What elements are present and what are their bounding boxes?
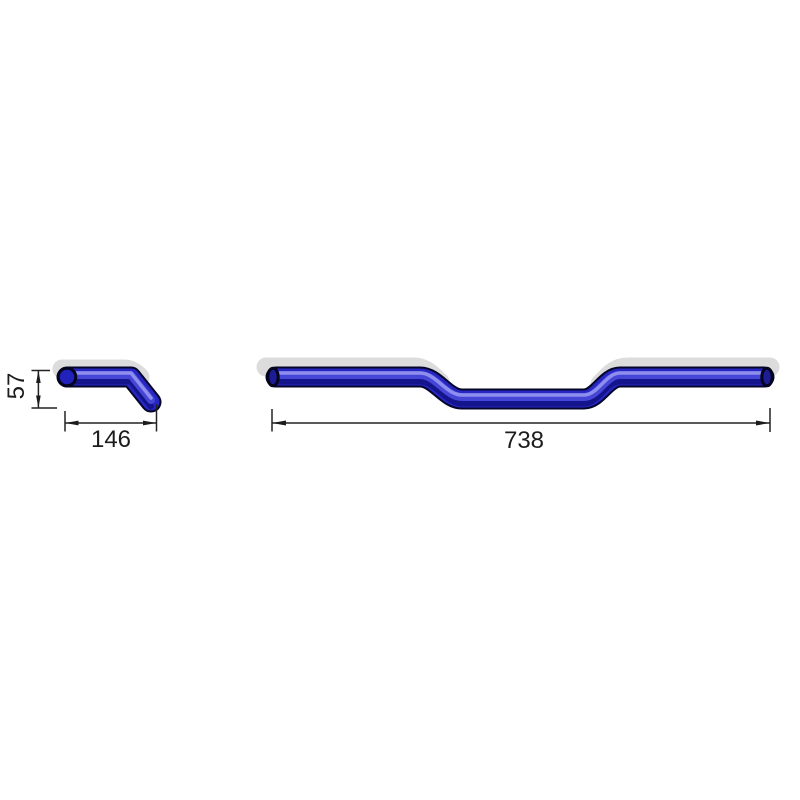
arrowhead-right bbox=[143, 420, 157, 426]
side-view bbox=[58, 368, 151, 406]
front-view bbox=[266, 367, 772, 404]
arrowhead-up bbox=[36, 370, 41, 383]
dimension-text-rise: 57 bbox=[3, 373, 30, 400]
tube-end-opening-right bbox=[760, 366, 774, 388]
tube-end-opening bbox=[56, 366, 78, 388]
dimension-text-overall-width: 738 bbox=[504, 427, 544, 454]
arrowhead-right bbox=[756, 420, 770, 426]
arrowhead-left bbox=[65, 420, 79, 426]
dimension-rise: 57 bbox=[3, 369, 57, 409]
dimension-overall-width: 738 bbox=[271, 408, 771, 454]
dimension-grip-length: 146 bbox=[64, 404, 158, 453]
arrowhead-left bbox=[272, 420, 286, 426]
dimension-text-grip-length: 146 bbox=[91, 426, 131, 453]
arrowhead-down bbox=[36, 395, 41, 408]
tube-end-opening-left bbox=[266, 366, 280, 388]
